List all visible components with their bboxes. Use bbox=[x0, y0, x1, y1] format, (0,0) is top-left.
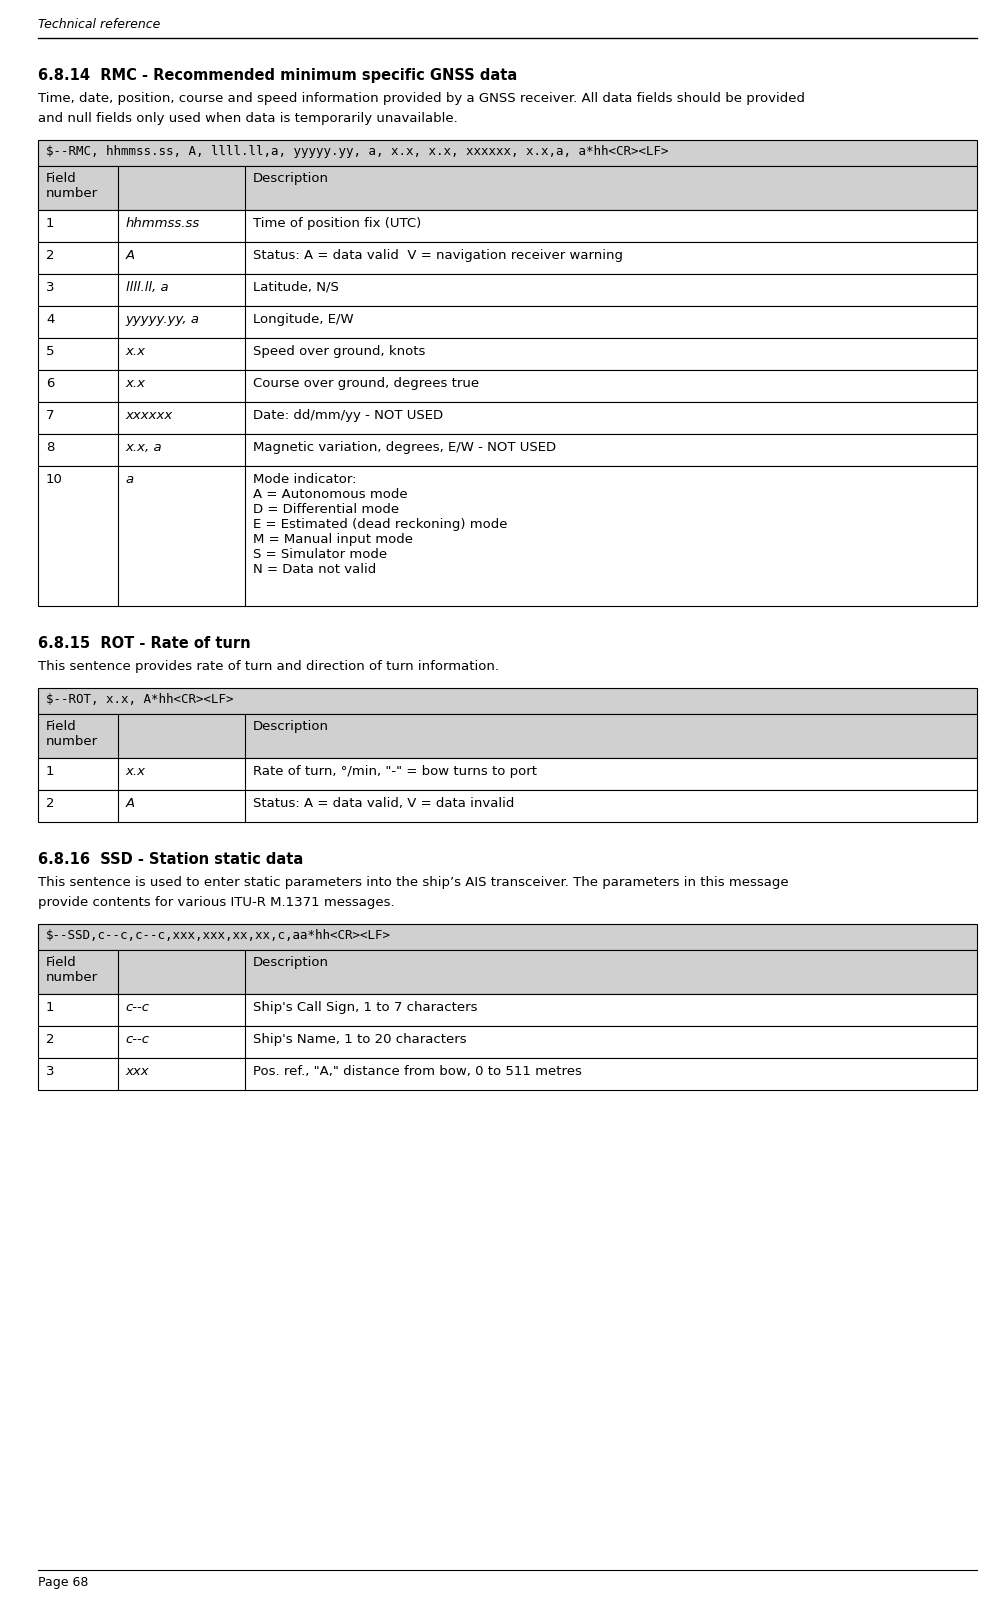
Text: 5: 5 bbox=[46, 344, 54, 359]
Bar bbox=[38, 275, 977, 305]
Text: xxx: xxx bbox=[126, 1065, 149, 1078]
Text: Time of position fix (UTC): Time of position fix (UTC) bbox=[253, 217, 421, 229]
Text: and null fields only used when data is temporarily unavailable.: and null fields only used when data is t… bbox=[38, 112, 458, 124]
Bar bbox=[38, 1026, 977, 1058]
Bar bbox=[38, 370, 977, 402]
Text: 6.8.15  ROT - Rate of turn: 6.8.15 ROT - Rate of turn bbox=[38, 637, 251, 651]
Text: 10: 10 bbox=[46, 473, 62, 486]
Text: Page 68: Page 68 bbox=[38, 1576, 89, 1589]
Text: Pos. ref., "A," distance from bow, 0 to 511 metres: Pos. ref., "A," distance from bow, 0 to … bbox=[253, 1065, 581, 1078]
Text: $--ROT, x.x, A*hh<CR><LF>: $--ROT, x.x, A*hh<CR><LF> bbox=[46, 693, 234, 706]
Text: Date: dd/mm/yy - NOT USED: Date: dd/mm/yy - NOT USED bbox=[253, 409, 443, 422]
Bar bbox=[38, 141, 977, 166]
Text: Status: A = data valid, V = data invalid: Status: A = data valid, V = data invalid bbox=[253, 797, 514, 810]
Text: provide contents for various ITU-R M.1371 messages.: provide contents for various ITU-R M.137… bbox=[38, 895, 395, 908]
Text: Speed over ground, knots: Speed over ground, knots bbox=[253, 344, 425, 359]
Text: 6.8.16  SSD - Station static data: 6.8.16 SSD - Station static data bbox=[38, 852, 303, 868]
Bar bbox=[38, 1058, 977, 1091]
Text: 1: 1 bbox=[46, 217, 54, 229]
Bar bbox=[38, 924, 977, 950]
Text: 2: 2 bbox=[46, 797, 54, 810]
Text: 4: 4 bbox=[46, 314, 54, 326]
Text: This sentence provides rate of turn and direction of turn information.: This sentence provides rate of turn and … bbox=[38, 659, 499, 672]
Text: Field
number: Field number bbox=[46, 957, 98, 984]
Text: $--RMC, hhmmss.ss, A, llll.ll,a, yyyyy.yy, a, x.x, x.x, xxxxxx, x.x,a, a*hh<CR><: $--RMC, hhmmss.ss, A, llll.ll,a, yyyyy.y… bbox=[46, 145, 669, 158]
Text: 6.8.14  RMC - Recommended minimum specific GNSS data: 6.8.14 RMC - Recommended minimum specifi… bbox=[38, 68, 518, 82]
Bar bbox=[38, 950, 977, 994]
Bar bbox=[38, 166, 977, 210]
Text: 1: 1 bbox=[46, 1000, 54, 1013]
Text: Description: Description bbox=[253, 171, 328, 184]
Text: 2: 2 bbox=[46, 1033, 54, 1046]
Text: a: a bbox=[126, 473, 134, 486]
Text: xxxxxx: xxxxxx bbox=[126, 409, 173, 422]
Text: Description: Description bbox=[253, 957, 328, 970]
Text: 3: 3 bbox=[46, 281, 54, 294]
Bar bbox=[38, 688, 977, 714]
Text: x.x: x.x bbox=[126, 344, 146, 359]
Text: hhmmss.ss: hhmmss.ss bbox=[126, 217, 200, 229]
Text: Course over ground, degrees true: Course over ground, degrees true bbox=[253, 377, 478, 389]
Bar bbox=[38, 305, 977, 338]
Text: 2: 2 bbox=[46, 249, 54, 262]
Bar bbox=[38, 242, 977, 275]
Text: x.x: x.x bbox=[126, 377, 146, 389]
Text: llll.ll, a: llll.ll, a bbox=[126, 281, 168, 294]
Text: This sentence is used to enter static parameters into the ship’s AIS transceiver: This sentence is used to enter static pa… bbox=[38, 876, 788, 889]
Text: $--SSD,c--c,c--c,xxx,xxx,xx,xx,c,aa*hh<CR><LF>: $--SSD,c--c,c--c,xxx,xxx,xx,xx,c,aa*hh<C… bbox=[46, 929, 391, 942]
Text: Rate of turn, °/min, "-" = bow turns to port: Rate of turn, °/min, "-" = bow turns to … bbox=[253, 764, 537, 777]
Bar bbox=[38, 758, 977, 790]
Bar bbox=[38, 402, 977, 435]
Text: x.x: x.x bbox=[126, 764, 146, 777]
Bar bbox=[38, 790, 977, 823]
Text: Technical reference: Technical reference bbox=[38, 18, 160, 31]
Text: Ship's Call Sign, 1 to 7 characters: Ship's Call Sign, 1 to 7 characters bbox=[253, 1000, 477, 1013]
Text: c--c: c--c bbox=[126, 1000, 150, 1013]
Text: A: A bbox=[126, 797, 135, 810]
Text: 6: 6 bbox=[46, 377, 54, 389]
Bar bbox=[38, 465, 977, 606]
Text: 8: 8 bbox=[46, 441, 54, 454]
Text: Ship's Name, 1 to 20 characters: Ship's Name, 1 to 20 characters bbox=[253, 1033, 466, 1046]
Text: 1: 1 bbox=[46, 764, 54, 777]
Text: Status: A = data valid  V = navigation receiver warning: Status: A = data valid V = navigation re… bbox=[253, 249, 622, 262]
Text: Mode indicator:
A = Autonomous mode
D = Differential mode
E = Estimated (dead re: Mode indicator: A = Autonomous mode D = … bbox=[253, 473, 508, 575]
Text: A: A bbox=[126, 249, 135, 262]
Text: Latitude, N/S: Latitude, N/S bbox=[253, 281, 338, 294]
Text: Time, date, position, course and speed information provided by a GNSS receiver. : Time, date, position, course and speed i… bbox=[38, 92, 805, 105]
Text: Description: Description bbox=[253, 721, 328, 734]
Text: Field
number: Field number bbox=[46, 171, 98, 200]
Bar bbox=[38, 210, 977, 242]
Bar bbox=[38, 714, 977, 758]
Text: x.x, a: x.x, a bbox=[126, 441, 162, 454]
Text: Longitude, E/W: Longitude, E/W bbox=[253, 314, 353, 326]
Bar bbox=[38, 435, 977, 465]
Text: 7: 7 bbox=[46, 409, 54, 422]
Text: c--c: c--c bbox=[126, 1033, 150, 1046]
Text: Field
number: Field number bbox=[46, 721, 98, 748]
Text: 3: 3 bbox=[46, 1065, 54, 1078]
Text: yyyyy.yy, a: yyyyy.yy, a bbox=[126, 314, 199, 326]
Bar bbox=[38, 338, 977, 370]
Bar bbox=[38, 994, 977, 1026]
Text: Magnetic variation, degrees, E/W - NOT USED: Magnetic variation, degrees, E/W - NOT U… bbox=[253, 441, 556, 454]
